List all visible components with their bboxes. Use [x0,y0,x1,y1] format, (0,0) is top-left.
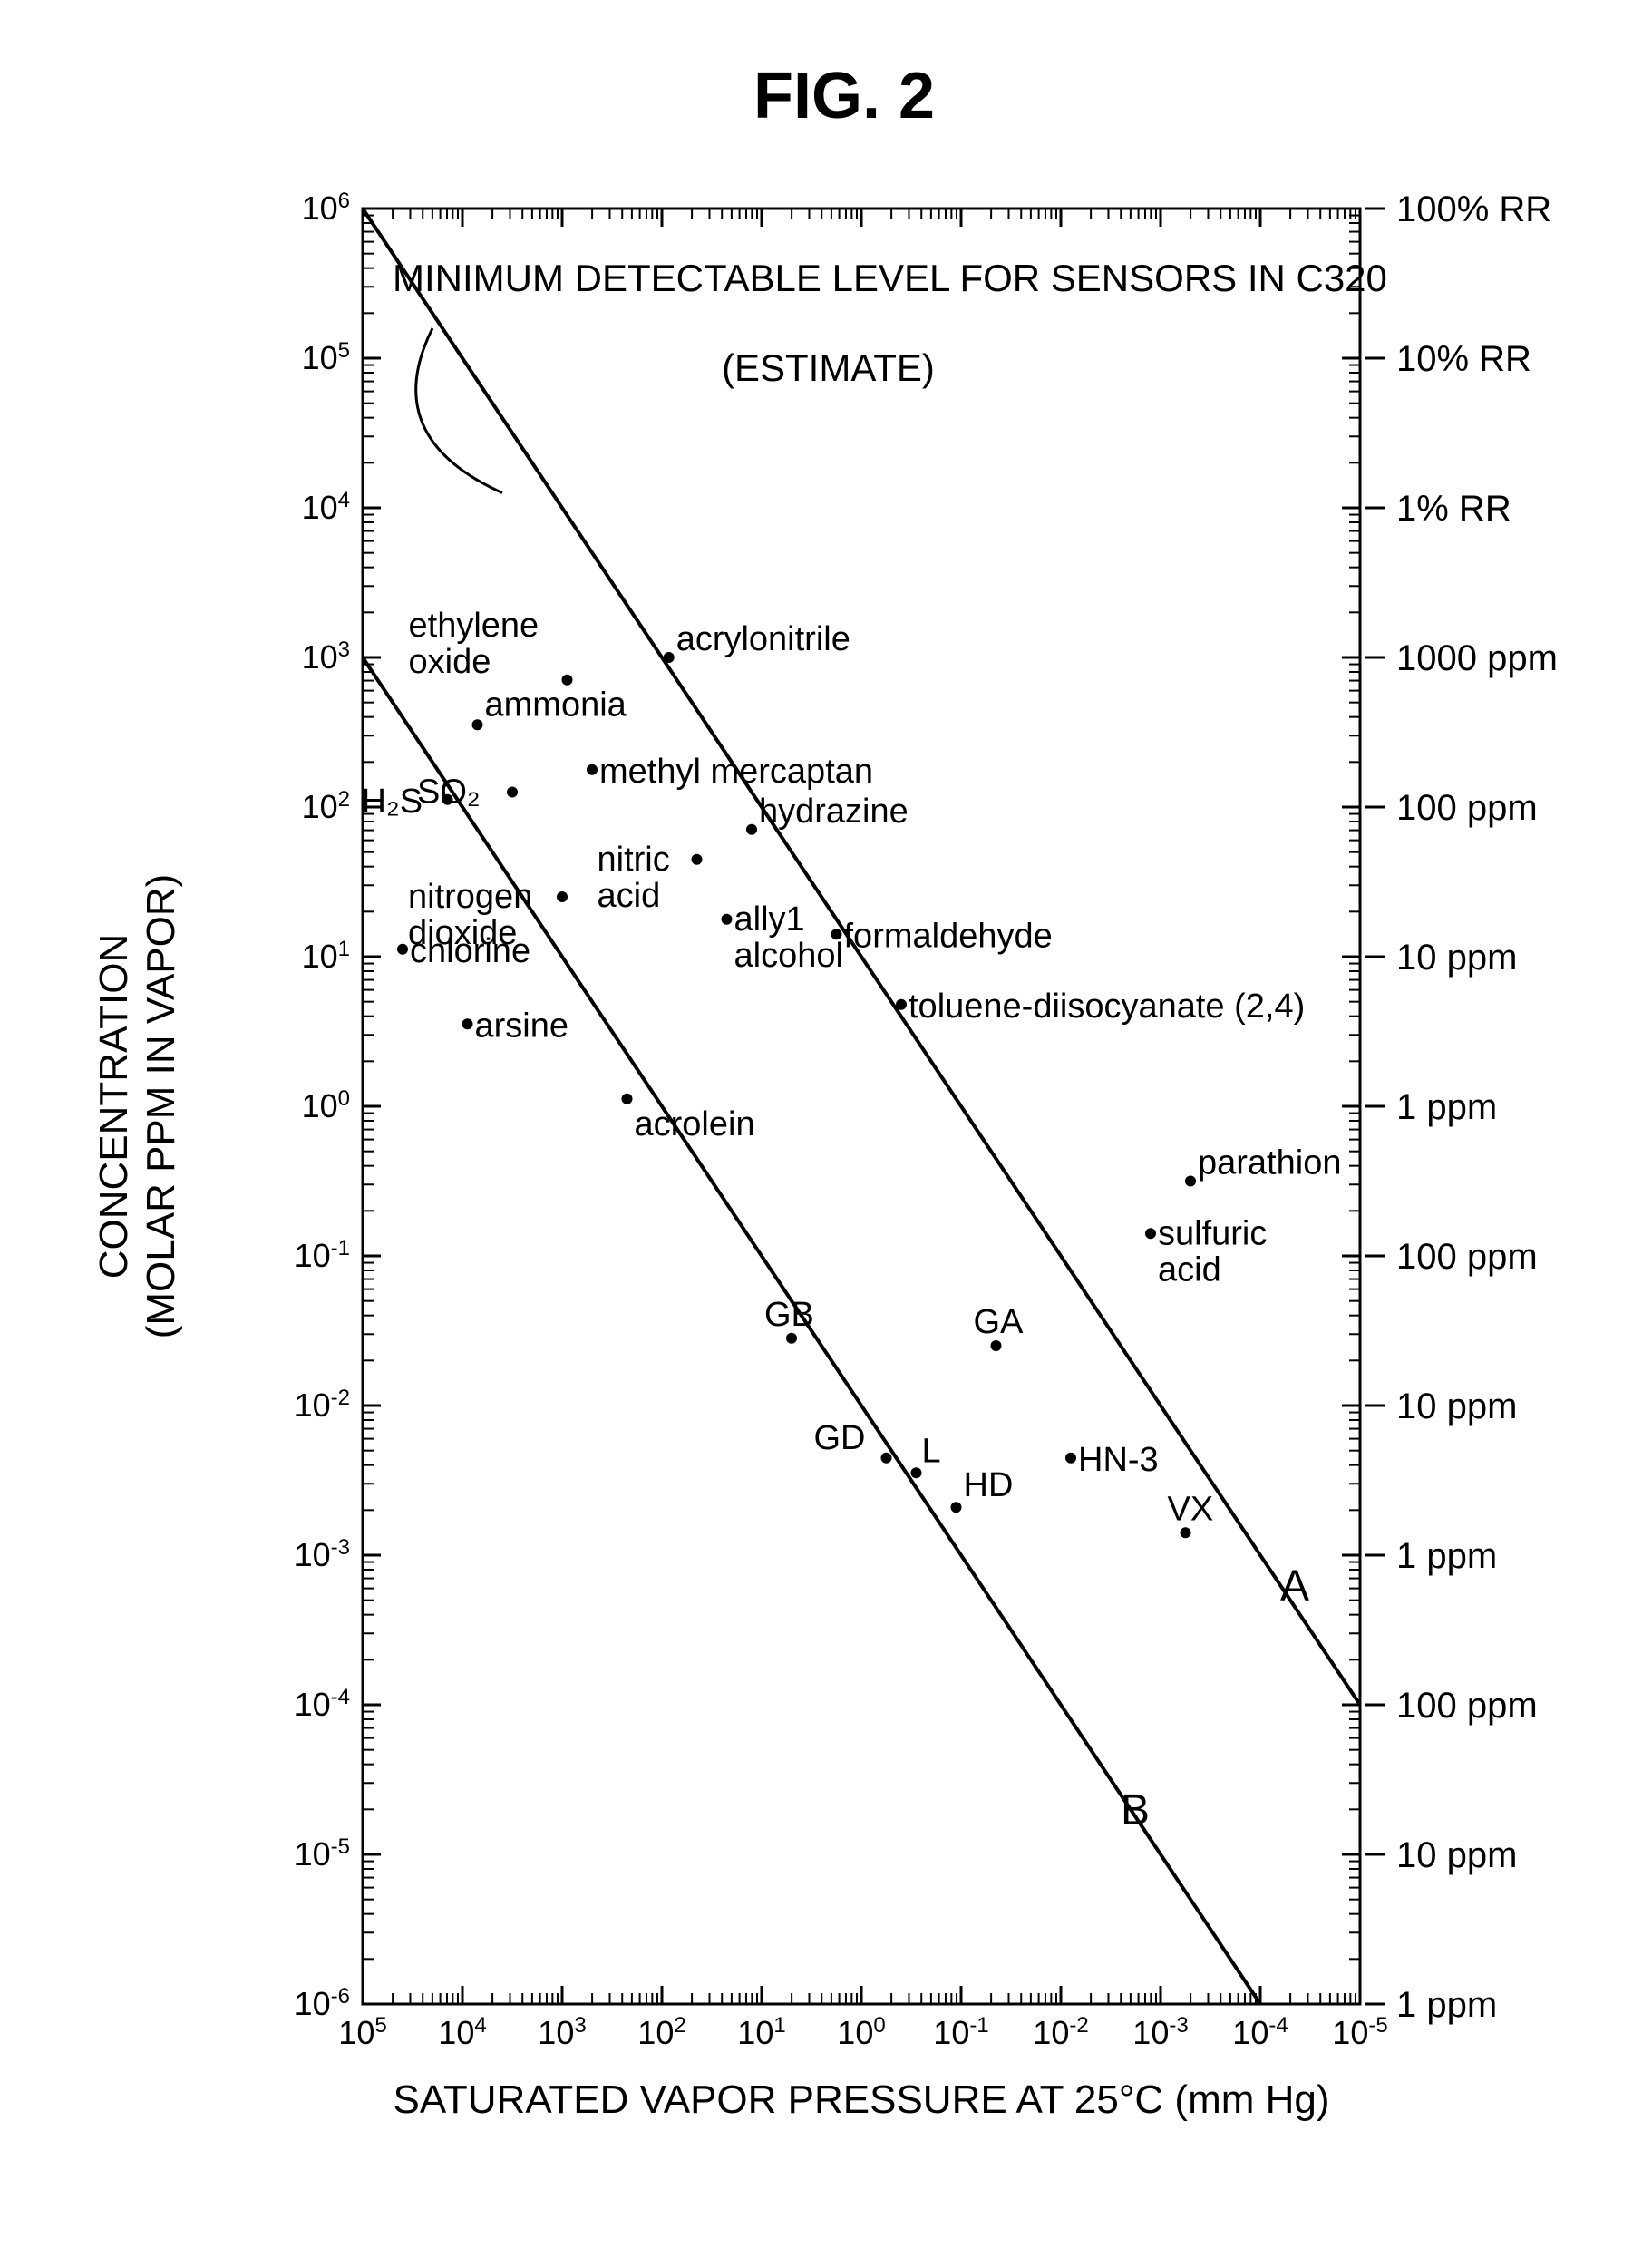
trend-line-label-A: A [1280,1562,1309,1610]
right-scale-label: 100 ppm [1396,1686,1538,1726]
right-scale-label: 10 ppm [1396,1386,1517,1426]
point-label: GB [764,1296,814,1334]
y-axis-label-1: CONCENTRATION [92,934,136,1279]
scatter-chart: FIG. 210510410310210110010-110-210-310-4… [18,18,1652,2249]
point-label: oxide [409,643,491,681]
point-label: alcohol [734,937,843,975]
data-point [472,719,483,730]
data-point [991,1340,1002,1351]
point-label: HN-3 [1078,1441,1159,1479]
point-label: SO₂ [417,774,481,812]
callout-line2: (ESTIMATE) [722,346,935,389]
data-point [831,929,842,939]
point-label: methyl mercaptan [599,753,873,791]
data-point [881,1453,892,1464]
data-point [462,1018,473,1029]
point-label: nitrogen [408,878,532,916]
x-axis-label: SATURATED VAPOR PRESSURE AT 25°C (mm Hg) [393,2077,1329,2122]
point-label: formaldehyde [844,917,1053,955]
y-axis-label-2: (MOLAR PPM IN VAPOR) [139,874,183,1339]
point-label: ammonia [485,686,627,724]
data-point [1181,1527,1191,1538]
right-scale-label: 10 ppm [1396,938,1517,978]
data-point [1145,1228,1156,1239]
data-point [911,1467,922,1478]
point-label: sulfuric [1158,1214,1267,1252]
point-label: parathion [1198,1144,1341,1182]
right-scale-label: 100 ppm [1396,1237,1538,1277]
data-point [692,854,703,865]
data-point [746,824,757,835]
point-label: GD [814,1419,866,1457]
point-label: dioxide [408,914,517,952]
point-label: acid [598,877,661,915]
right-scale-label: 10% RR [1396,339,1531,379]
data-point [562,675,573,686]
data-point [896,999,907,1010]
data-point [557,891,568,902]
data-point [1065,1453,1076,1464]
point-label: VX [1168,1490,1214,1528]
chart-title: FIG. 2 [753,60,935,132]
data-point [622,1094,633,1104]
trend-line-label-B: B [1121,1786,1150,1834]
right-scale-label: 100 ppm [1396,788,1538,828]
point-label: acid [1158,1250,1221,1289]
callout-line1: MINIMUM DETECTABLE LEVEL FOR SENSORS IN … [393,257,1387,299]
right-scale-label: 1000 ppm [1396,638,1558,678]
point-label: ally1 [734,900,805,939]
right-scale-label: 10 ppm [1396,1835,1517,1875]
data-point [397,944,408,955]
point-label: hydrazine [759,793,909,831]
point-label: acrylonitrile [676,620,850,658]
right-scale-label: 100% RR [1396,190,1551,229]
figure-container: FIG. 210510410310210110010-110-210-310-4… [18,18,1652,2249]
data-point [1185,1176,1196,1187]
data-point [664,652,675,663]
right-scale-label: 1% RR [1396,489,1511,529]
point-label: L [922,1432,941,1470]
point-label: ethylene [409,607,539,645]
data-point [722,914,733,925]
point-label: nitric [598,841,670,879]
data-point [951,1502,962,1513]
point-label: H₂S [362,783,423,821]
point-label: acrolein [635,1105,755,1143]
data-point [587,764,598,775]
point-label: GA [974,1303,1025,1341]
right-scale-label: 1 ppm [1396,1087,1497,1127]
data-point [507,787,518,798]
point-label: HD [964,1466,1014,1504]
point-label: arsine [475,1007,569,1045]
point-label: toluene-diisocyanate (2,4) [909,988,1305,1026]
data-point [786,1333,797,1344]
right-scale-label: 1 ppm [1396,1536,1497,1576]
right-scale-label: 1 ppm [1396,1985,1497,2025]
